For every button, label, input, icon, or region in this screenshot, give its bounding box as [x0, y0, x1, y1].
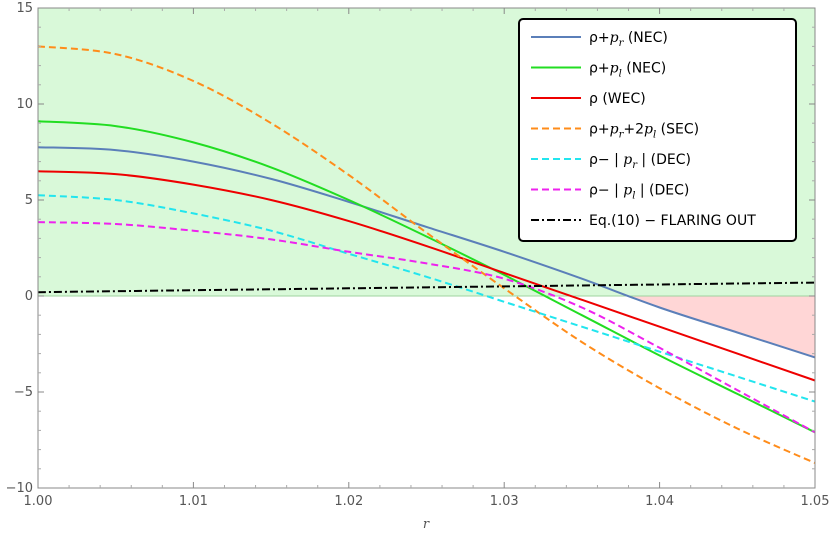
legend-text-part: p [644, 122, 653, 138]
legend-text-part: l [653, 130, 656, 141]
legend-text-part: l [632, 191, 635, 202]
legend-label-rho_pr_2pl: ρ+pr+2pl (SEC) [589, 122, 699, 141]
legend-text-part: ρ (WEC) [589, 91, 646, 107]
legend-text-part: ρ− | [589, 183, 623, 199]
legend-text-part: (NEC) [623, 30, 667, 46]
frame-layer [37, 7, 816, 489]
legend-text-part: r [632, 160, 638, 171]
y-tick-label: −10 [6, 481, 33, 496]
legend-text-part: p [610, 30, 619, 46]
y-tick-label: −5 [14, 385, 33, 400]
x-tick-label: 1.05 [801, 494, 830, 509]
legend-label-rho_minus_abs_pr: ρ− | pr | (DEC) [589, 152, 691, 171]
series-line-rho_minus_abs_pr [37, 194, 816, 403]
legend-text-part: p [623, 152, 632, 168]
series-line-flaring_out [37, 281, 816, 294]
legend-text-part: r [619, 38, 625, 49]
y-tick-label: 0 [25, 289, 33, 304]
legend-text-part: ρ+ [589, 122, 610, 138]
legend-text-part: (SEC) [656, 122, 699, 138]
legend-text-part: (NEC) [622, 61, 666, 77]
series-line-rho_minus_abs_pl [37, 221, 816, 434]
legend-text-part: r [619, 130, 625, 141]
legend-label-flaring_out: Eq.(10) − FLARING OUT [589, 213, 756, 229]
x-tick-label: 1.04 [645, 494, 674, 509]
legend-text-part: Eq.(10) − FLARING OUT [589, 213, 756, 229]
tick-layer: 1.00 1.01 1.02 1.03 1.04 1.05 15 10 5 0 −5 −10 [6, 1, 830, 509]
legend-text-part: p [610, 122, 619, 138]
y-tick-label: 5 [25, 193, 33, 208]
legend-text-part: p [610, 61, 619, 77]
legend-text-part: | (DEC) [635, 183, 689, 199]
series-line-rho [37, 170, 816, 382]
x-axis-label: r [423, 517, 430, 532]
legend-text-part: +2 [623, 122, 644, 138]
legend-text-part: p [623, 183, 632, 199]
legend-text-part: ρ+ [589, 30, 610, 46]
legend-text-part: ρ− | [589, 152, 623, 168]
legend-label-rho_pl: ρ+pl (NEC) [589, 61, 666, 80]
legend-text-part: | (DEC) [637, 152, 691, 168]
legend-box [518, 18, 797, 242]
legend-label-rho_pr: ρ+pr (NEC) [589, 30, 668, 49]
series-layer [37, 45, 816, 464]
series-line-rho_pl [37, 120, 816, 434]
legend-label-rho_minus_abs_pl: ρ− | pl | (DEC) [589, 183, 689, 202]
series-line-rho_pr [37, 146, 816, 359]
x-tick-label: 1.00 [24, 494, 53, 509]
legend-text-part: l [619, 69, 622, 80]
legend: ρ+pr (NEC)ρ+pl (NEC)ρ (WEC)ρ+pr+2pl (SEC… [518, 18, 797, 242]
y-tick-label: 10 [16, 97, 33, 112]
plot-frame [37, 7, 816, 489]
legend-label-rho: ρ (WEC) [589, 91, 646, 107]
x-tick-label: 1.03 [490, 494, 519, 509]
x-tick-label: 1.01 [179, 494, 208, 509]
y-tick-label: 15 [16, 1, 33, 16]
x-tick-label: 1.02 [334, 494, 363, 509]
legend-text-part: ρ+ [589, 61, 610, 77]
